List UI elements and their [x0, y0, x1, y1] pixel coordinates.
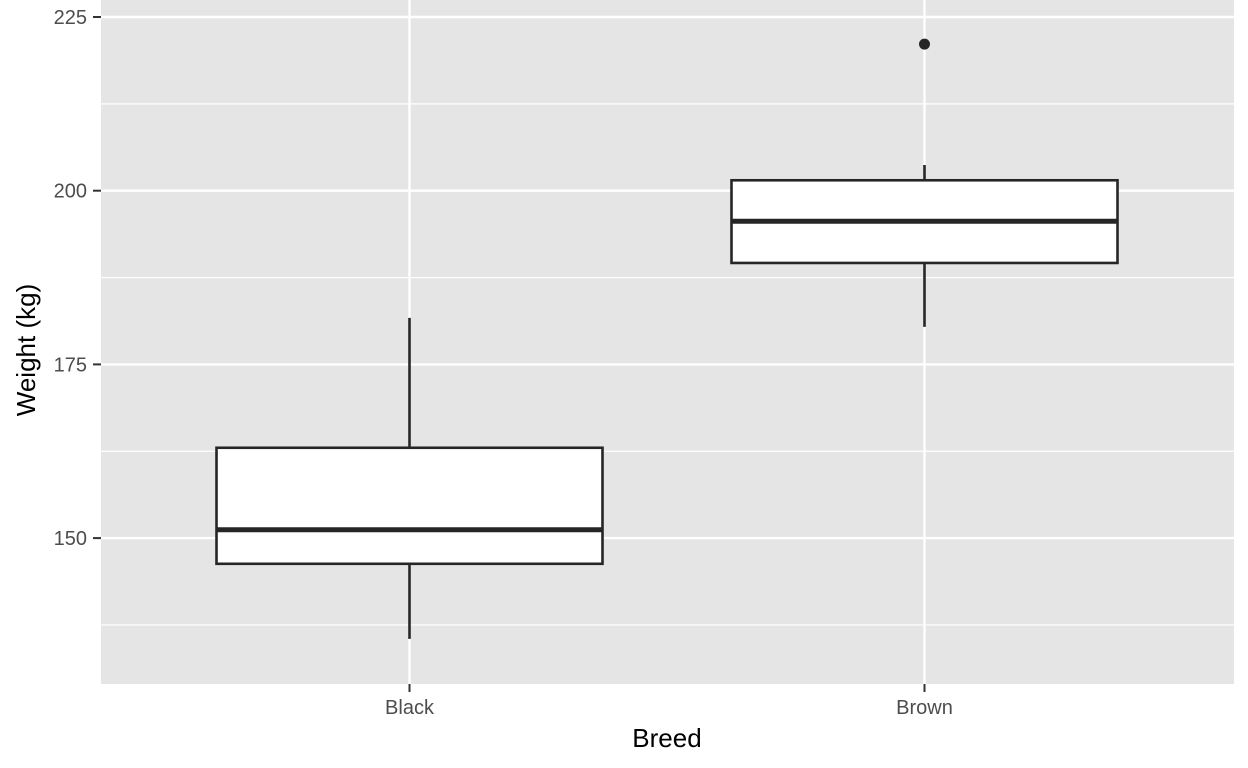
iqr-box: [215, 446, 604, 566]
y-tick-label: 225: [54, 7, 87, 29]
y-tick-label: 200: [54, 181, 87, 203]
plot-panel: [101, 0, 1234, 684]
x-axis: Black Brown: [385, 684, 953, 719]
y-tick-label: 150: [54, 528, 87, 550]
boxes: [215, 38, 1119, 639]
box-brown: [730, 38, 1119, 327]
y-axis-title: Weight (kg): [11, 284, 41, 416]
x-tick-label: Black: [385, 697, 435, 719]
x-axis-title: Breed: [632, 723, 701, 753]
y-axis: 150 175 200 225: [54, 7, 101, 550]
x-tick-label: Brown: [896, 697, 953, 719]
box-black: [215, 317, 604, 639]
outlier-point: [919, 38, 930, 50]
y-tick-label: 175: [54, 354, 87, 376]
